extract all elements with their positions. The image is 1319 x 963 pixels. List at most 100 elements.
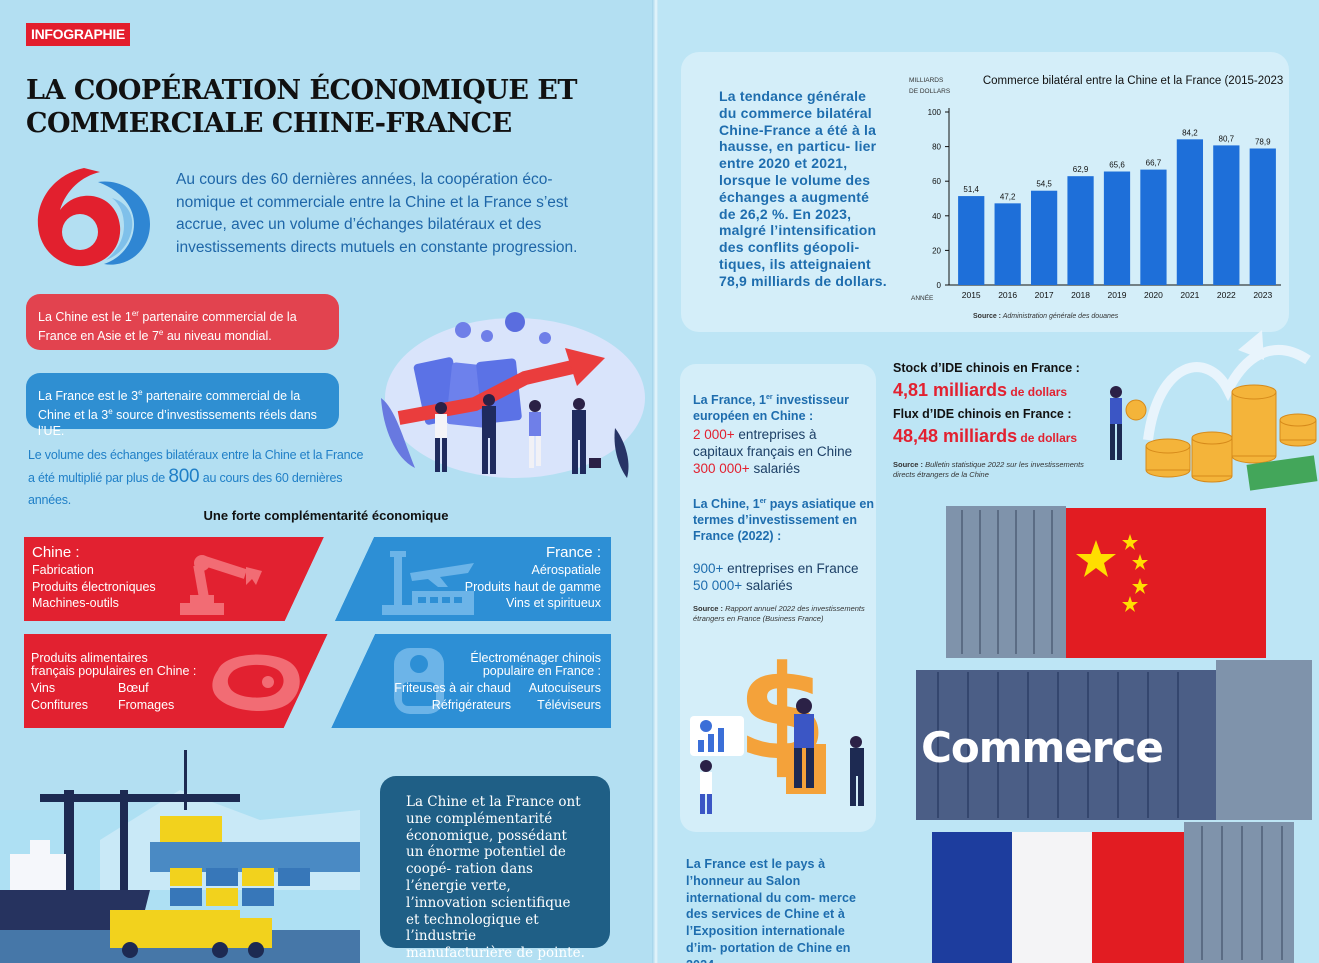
bar-value-label: 65,6 [1109,161,1125,170]
invest-source-label: Source : [693,604,726,613]
appliance-item: Réfrigérateurs [431,697,511,712]
invest-text: La Chine, 1 [693,497,760,512]
investment-card: La France, 1er investisseur européen en C… [680,364,876,832]
chart-bar-2018 [1067,176,1094,285]
right-page: La tendance générale du commerce bilatér… [658,0,1319,963]
invest-sup: er [759,498,767,505]
bar-value-label: 84,2 [1182,128,1198,137]
x-tick-label: 2018 [1071,290,1090,300]
title-line-2: COMMERCIALE CHINE-FRANCE [26,108,512,139]
fact-text: La France est le 3 [38,389,139,404]
trade-multiplied-note: Le volume des échanges bilatéraux entre … [28,444,378,511]
invest-text: salariés [742,578,793,593]
invest-text: investisseur [772,393,850,408]
fact-text: partenaire commercial de la France en As… [38,310,297,344]
flow-number: 48,48 milliards [893,426,1018,446]
china-item: Produits électroniques [32,579,156,594]
appliance-item: Téléviseurs [537,697,601,712]
fact-sup: er [131,309,139,318]
france-item: Aérospatiale [531,563,602,577]
fact-text: source d’investissements réels dans l’UE… [38,408,317,439]
chinese-appliances-band: Électroménager chinois populaire en Fran… [296,634,611,728]
robot-arm-icon [180,555,262,615]
y-tick-label: 0 [937,281,942,290]
chart-xlabel: ANNÉE [911,293,934,302]
china-sectors-text: Chine : Fabrication Produits électroniqu… [32,543,156,612]
chart-bar-2020 [1140,169,1167,285]
dollar-illustration: $ [690,648,864,814]
france-sectors-band: France : Aérospatiale Produits haut de g… [296,537,611,621]
invest-france-numbers: 2 000+ entreprises à capitaux français e… [693,426,852,477]
fact-text: au niveau mondial. [163,329,272,344]
france-item: Produits haut de gamme [464,579,601,594]
chart-source-text: Administration générale des douanes [1001,313,1119,320]
food-item: Fromages [118,697,175,712]
china-head: Chine : [32,544,80,561]
page-gutter [652,0,660,963]
coins-illustration [1110,330,1318,491]
steak-icon [212,654,300,711]
guest-of-honour-note: La France est le pays à l’honneur au Sal… [686,857,857,963]
chart-source-label: Source : [973,313,1001,320]
chart-ylabel-2: DE DOLLARS [909,88,951,95]
food-item: Confitures [31,697,88,712]
invest-text: France (2022) : [693,529,782,544]
invest-number: 300 000+ [693,461,750,476]
france-head: France : [545,544,601,561]
chart-bar-2023 [1249,148,1276,285]
stock-source-text: Bulletin statistique 2022 sur les invest… [893,460,1084,479]
invest-number: 50 000+ [693,578,743,593]
invest-china-numbers: 900+ entreprises en France 50 000+ salar… [693,560,859,594]
port-crane-illustration [0,750,360,963]
y-tick-label: 60 [932,177,941,186]
bar-value-label: 66,7 [1146,159,1162,168]
note-text: a été multiplié par plus de [28,471,169,485]
container-label: Commerce [921,723,1163,772]
y-tick-label: 20 [932,246,941,255]
bar-value-label: 62,9 [1073,165,1089,174]
air-fryer-icon [394,648,444,714]
stock-value: 4,81 milliards de dollars [893,376,1093,406]
left-page: INFOGRAPHIE LA COOPÉRATION ÉCONOMIQUE ET… [0,0,654,963]
stock-unit: de dollars [1007,385,1068,399]
france-container [932,822,1294,963]
food-text: Produits alimentaires français populaire… [31,652,196,713]
france-item: Vins et spiritueux [506,596,601,610]
fact-sup: e [158,328,164,338]
invest-source: Source : Rapport annuel 2022 des investi… [693,604,865,624]
x-tick-label: 2016 [998,290,1017,300]
appliances-head: populaire en France : [482,664,601,678]
y-tick-label: 40 [932,212,941,221]
x-tick-label: 2015 [962,290,981,300]
invest-text: pays asiatique en [766,497,874,512]
flow-value: 48,48 milliards de dollars [893,422,1093,452]
stock-label: Stock d’IDE chinois en France : [893,361,1080,375]
invest-text: La France, 1 [693,393,766,408]
appliances-text: Électroménager chinois populaire en Fran… [391,652,601,713]
food-head: français populaires en Chine : [31,664,197,678]
china-item: Machines-outils [32,596,119,610]
multiplier-number: 800 [168,466,200,487]
commerce-container: Commerce [916,660,1312,820]
airport-icon [382,551,474,615]
bar-value-label: 78,9 [1255,138,1271,147]
x-tick-label: 2021 [1180,290,1199,300]
sixty-logo [37,168,150,267]
invest-head-china: La Chine, 1er pays asiatique en termes d’… [693,494,874,544]
appliance-item: Friteuses à air chaud [394,681,511,695]
x-tick-label: 2022 [1217,290,1236,300]
china-container [946,506,1266,658]
fact-text: partenaire commercial de la Chine et la … [38,389,301,423]
fact-sup: e [108,407,113,417]
page-title: LA COOPÉRATION ÉCONOMIQUE ET COMMERCIALE… [26,74,636,140]
china-item: Fabrication [32,563,94,577]
chart-bar-2022 [1213,145,1240,285]
flow-label: Flux d’IDE chinois en France : [893,407,1072,421]
x-tick-label: 2017 [1035,290,1054,300]
x-tick-label: 2023 [1253,290,1272,300]
france-sectors-text: France : Aérospatiale Produits haut de g… [465,543,601,612]
appliances-head: Électroménager chinois [470,651,601,665]
food-head: Produits alimentaires [31,651,148,665]
invest-number: 900+ [693,561,724,576]
bar-value-label: 54,5 [1036,180,1052,189]
